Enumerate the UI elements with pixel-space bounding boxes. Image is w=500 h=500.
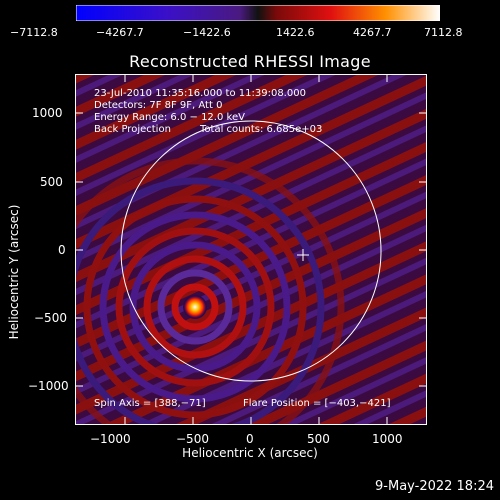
y-tick-label: 500	[40, 175, 63, 189]
x-tick-label: −500	[176, 432, 209, 446]
spin-axis-text: Spin Axis = [388,−71]	[94, 398, 206, 409]
y-tick-label: −500	[34, 311, 67, 325]
x-tick-label: 500	[307, 432, 330, 446]
y-axis-label: Heliocentric Y (arcsec)	[7, 204, 21, 340]
footer-date: 9-May-2022 18:24	[375, 479, 494, 494]
plot-title: Reconstructed RHESSI Image	[129, 52, 371, 71]
y-tick-label: −1000	[28, 379, 69, 393]
y-tick-label: 0	[58, 243, 66, 257]
colorbar-tick-label: −4267.7	[96, 26, 144, 39]
x-tick-label: 0	[246, 432, 254, 446]
rhessi-image	[75, 74, 427, 425]
x-axis-label: Heliocentric X (arcsec)	[182, 446, 318, 460]
x-tick-label: −1000	[90, 432, 131, 446]
energy-range-text: Energy Range: 6.0 − 12.0 keV	[94, 112, 245, 123]
colorbar-tick-label: −7112.8	[10, 26, 58, 39]
flare-position-text: Flare Position = [−403,−421]	[243, 398, 391, 409]
x-tick-label: 1000	[372, 432, 403, 446]
colorbar	[76, 5, 440, 21]
total-counts-text: Total counts: 6.685e+03	[200, 124, 323, 135]
time-range-text: 23-Jul-2010 11:35:16.000 to 11:39:08.000	[94, 88, 306, 99]
method-text: Back Projection	[94, 124, 171, 135]
colorbar-tick-label: −1422.6	[183, 26, 231, 39]
detectors-text: Detectors: 7F 8F 9F, Att 0	[94, 100, 223, 111]
colorbar-tick-label: 4267.7	[353, 26, 392, 39]
colorbar-tick-label: 1422.6	[276, 26, 315, 39]
y-tick-label: 1000	[32, 106, 63, 120]
colorbar-tick-label: 7112.8	[424, 26, 463, 39]
